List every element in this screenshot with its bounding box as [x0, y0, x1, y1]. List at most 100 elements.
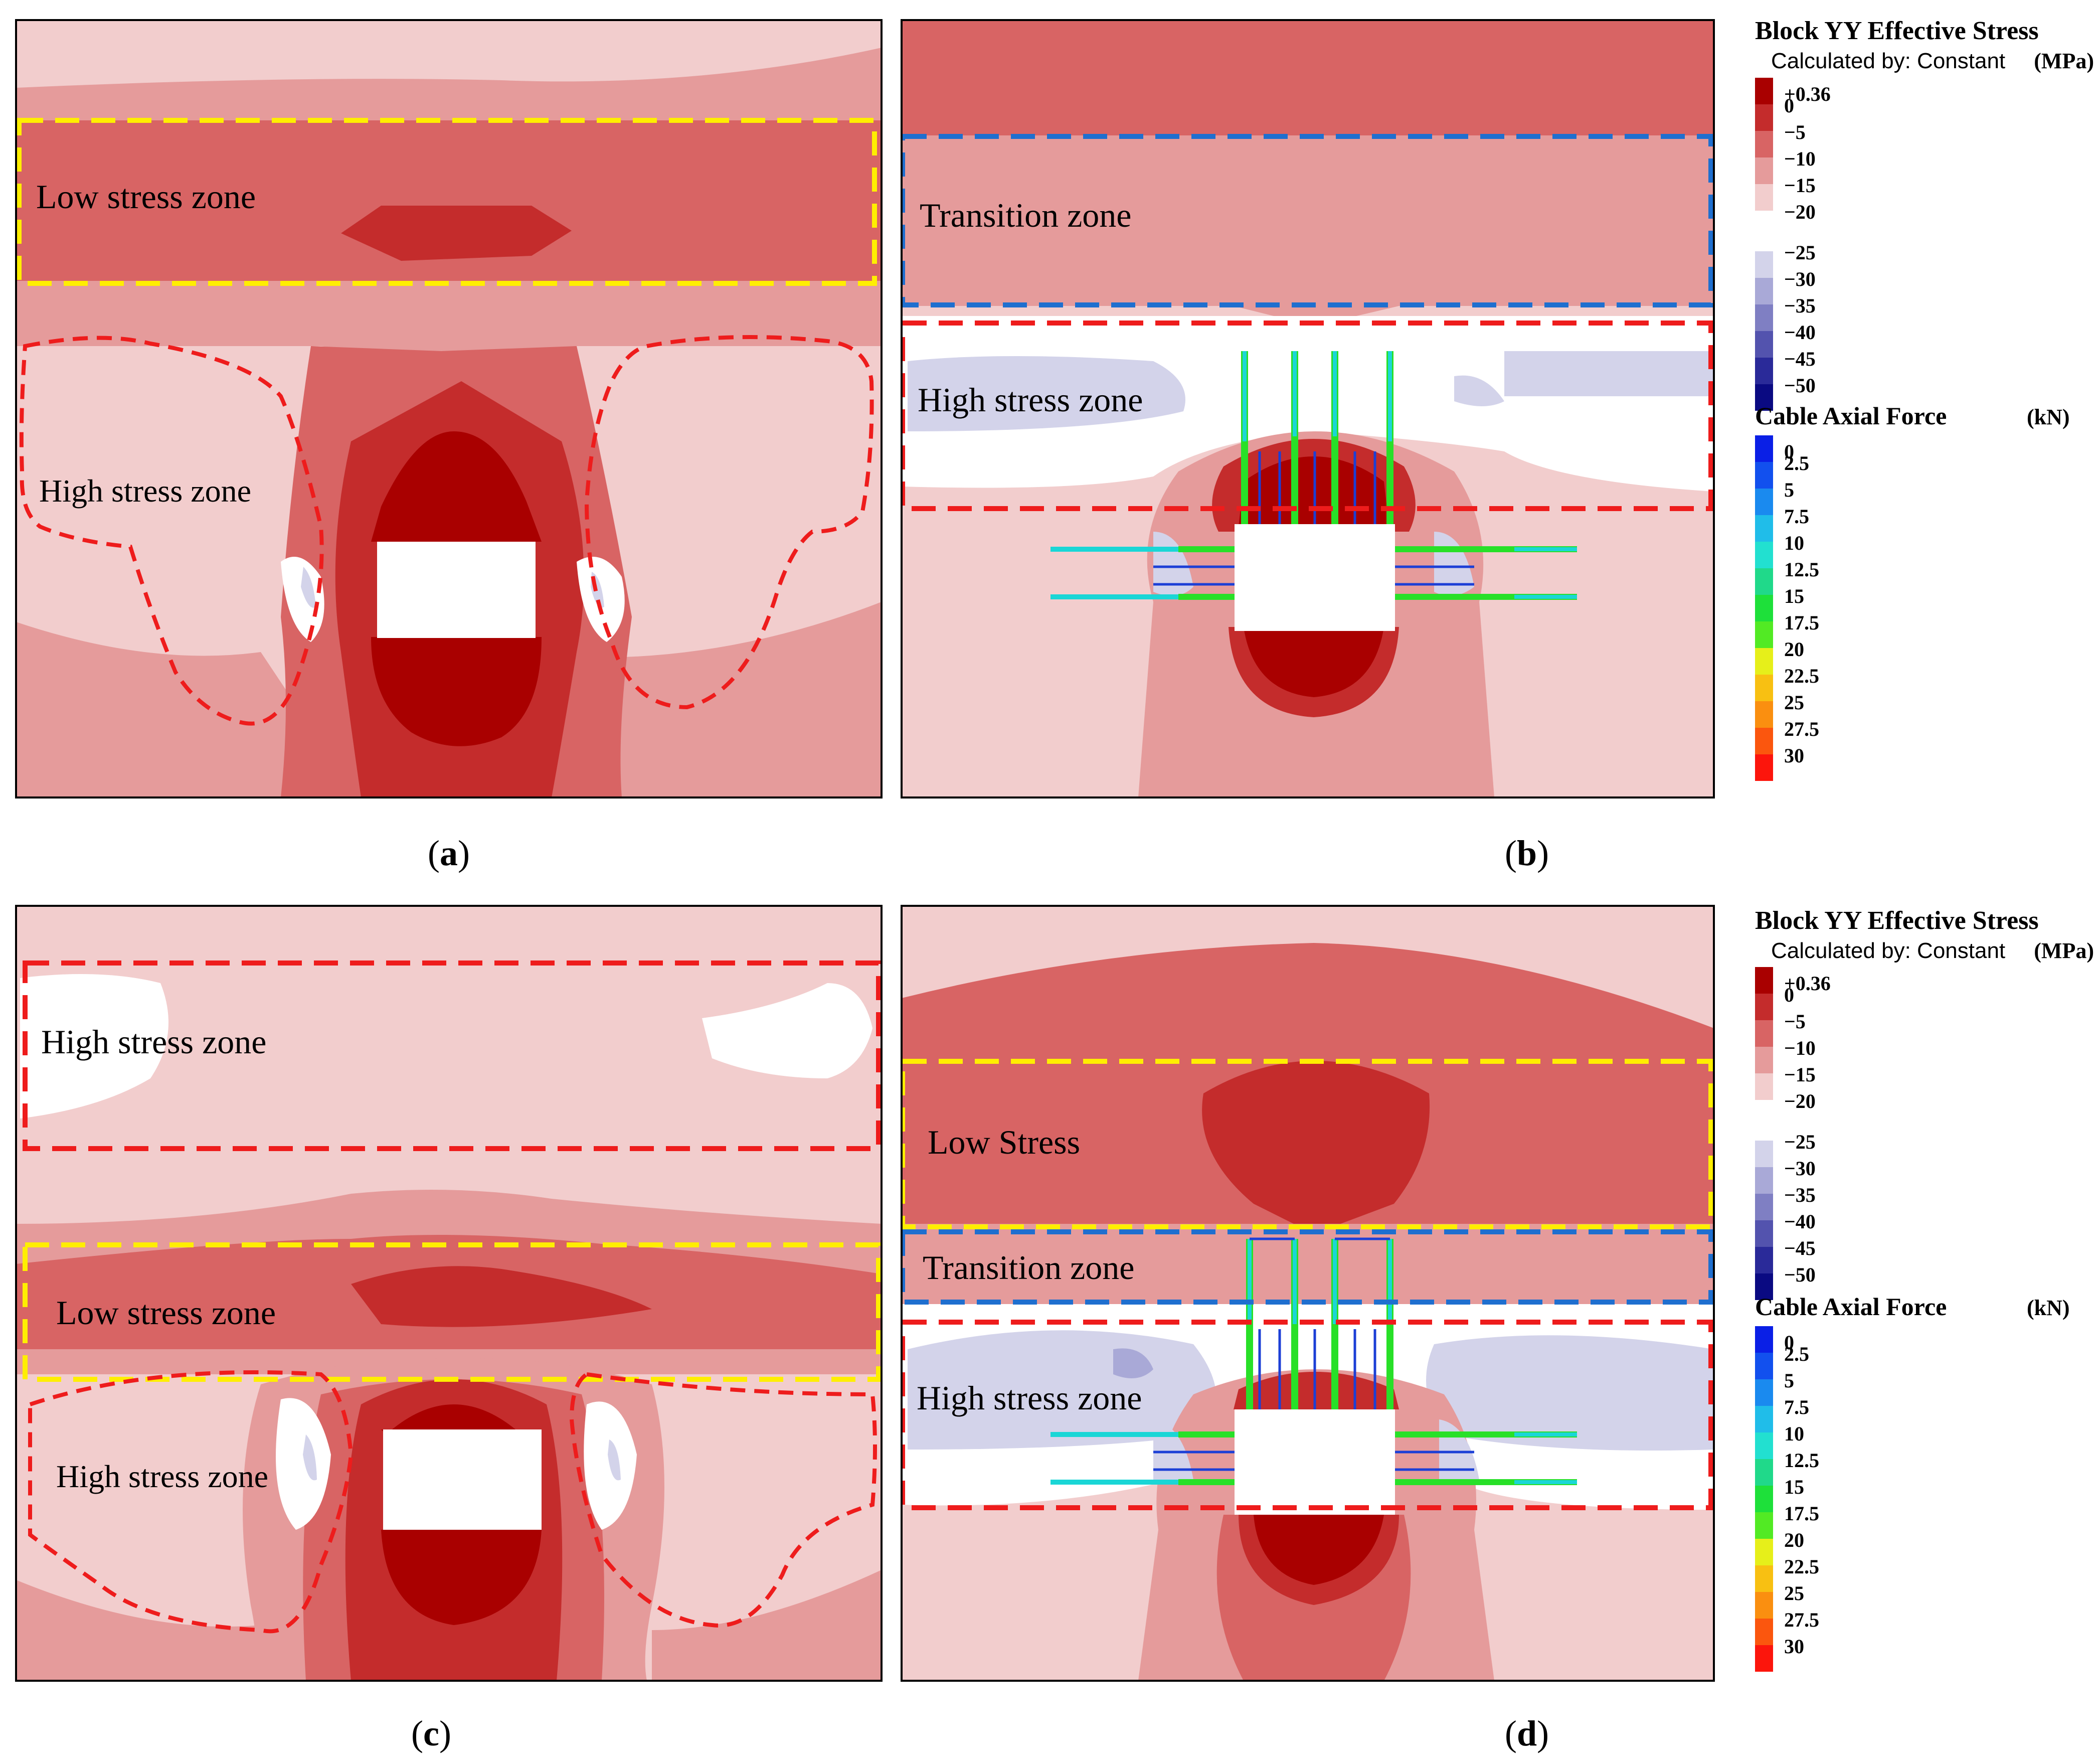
legend-swatch — [1755, 184, 1773, 211]
red-dashed-outline-left — [28, 1370, 354, 1634]
legend-stress-unit: (MPa) — [2034, 49, 2094, 73]
panel-c: High stress zone Low stress zone High st… — [16, 906, 882, 1681]
legend-tick-label: −20 — [1784, 1090, 1816, 1112]
red-dashed-outline-right — [569, 1372, 877, 1628]
legend-swatch — [1755, 1100, 1773, 1127]
legend-tick-label: −5 — [1784, 121, 1806, 143]
legend-tick-label: −50 — [1784, 1263, 1816, 1286]
legend-tick-label: 10 — [1784, 532, 1804, 554]
legend-tick-label: −40 — [1784, 321, 1816, 344]
legend-stress-title: Block YY Effective Stress — [1755, 17, 2039, 45]
stress-patch-blue-left — [908, 356, 1185, 431]
stress-patch-blue-right — [1454, 351, 1714, 406]
stress-band-m10-lower — [16, 602, 882, 712]
caption-d: (d) — [1505, 1713, 1549, 1753]
legend-tick-label: 30 — [1784, 744, 1804, 767]
legend-tick-label: 30 — [1784, 1635, 1804, 1658]
legend-swatch — [1755, 331, 1773, 358]
legend-swatch — [1755, 728, 1773, 754]
legend-tick-label: −45 — [1784, 1237, 1816, 1259]
legend-tick-label: 25 — [1784, 1582, 1804, 1605]
legend-stress-unit: (MPa) — [2034, 938, 2094, 963]
caption-c: (c) — [411, 1713, 451, 1753]
legend-tick-label: 0 — [1784, 984, 1794, 1006]
legend-swatch — [1755, 1379, 1773, 1406]
label-high-stress-zone-top: High stress zone — [41, 1023, 266, 1061]
panel-a-frame — [15, 19, 883, 798]
legend-swatch — [1755, 1047, 1773, 1073]
cable-bolts-ribs — [1051, 546, 1577, 600]
red-dashed-outline-left — [19, 336, 324, 726]
legend-tick-label: 2.5 — [1784, 1343, 1809, 1365]
legend-tick-label: 25 — [1784, 691, 1804, 714]
legend-tick-label: −20 — [1784, 201, 1816, 223]
legend-stress-title: Block YY Effective Stress — [1755, 906, 2039, 935]
legend-tick-label: 20 — [1784, 1529, 1804, 1551]
legend-top: Block YY Effective Stress Calculated by:… — [1755, 17, 2094, 781]
legend-swatch — [1755, 1020, 1773, 1047]
legend-cable-unit: (kN) — [2027, 1296, 2070, 1320]
legend-tick-label: −35 — [1784, 1184, 1816, 1206]
roadway-opening — [377, 542, 536, 638]
legend-tick-label: 2.5 — [1784, 452, 1809, 474]
stress-band-0 — [351, 1266, 652, 1327]
panel-d-frame — [901, 905, 1715, 1682]
legend-tick-label: +0.36 — [1784, 83, 1831, 105]
legend-swatch — [1755, 1273, 1773, 1300]
legend-cable-colorbar: 02.5 5 7.5 10 12.5 15 17.5 20 22.5 25 27.5 30 — [1755, 435, 1819, 781]
legend-swatch — [1755, 542, 1773, 568]
legend-swatch — [1755, 1565, 1773, 1592]
legend-tick-label: −15 — [1784, 1063, 1816, 1086]
legend-tick-label: −35 — [1784, 294, 1816, 317]
legend-swatch — [1755, 384, 1773, 411]
legend-swatch — [1755, 675, 1773, 701]
panel-c-frame — [15, 905, 883, 1682]
caption-a: (a) — [428, 833, 470, 873]
stress-core-pos — [371, 431, 542, 746]
legend-swatch — [1755, 1073, 1773, 1100]
legend-tick-label: −30 — [1784, 1157, 1816, 1180]
legend-tick-label: 5 — [1784, 1369, 1794, 1392]
stress-band-m10 — [902, 135, 1714, 326]
legend-tick-label: +0.36 — [1784, 972, 1831, 995]
legend-tick-label: −25 — [1784, 241, 1816, 264]
legend-swatch — [1755, 304, 1773, 331]
stress-core-pos — [381, 1404, 542, 1625]
legend-swatch — [1755, 1220, 1773, 1247]
stress-lobe-blue-right — [608, 1439, 621, 1481]
legend-swatch — [1755, 278, 1773, 304]
legend-tick-label: 27.5 — [1784, 1609, 1819, 1631]
stress-band-m10 — [902, 1224, 1714, 1304]
legend-cable-title: Cable Axial Force — [1755, 1293, 1947, 1321]
panel-b: Transition zone High stress zone — [902, 20, 1714, 797]
legend-swatch — [1755, 568, 1773, 595]
cable-bolts-ribs — [1051, 1431, 1577, 1485]
legend-tick-label: 17.5 — [1784, 1502, 1819, 1525]
legend-swatch — [1755, 1486, 1773, 1512]
legend-swatch — [1755, 489, 1773, 515]
label-low-stress-zone: Low stress zone — [36, 178, 256, 216]
legend-swatch — [1755, 358, 1773, 384]
legend-swatch — [1755, 967, 1773, 994]
label-high-stress-zone-bottom: High stress zone — [56, 1459, 268, 1494]
legend-swatch — [1755, 515, 1773, 542]
stress-band-m10-mid — [16, 281, 882, 361]
label-low-stress-zone: Low stress zone — [56, 1294, 276, 1332]
legend-swatch — [1755, 1512, 1773, 1539]
legend-cable-unit: (kN) — [2027, 405, 2070, 429]
legend-swatch — [1755, 648, 1773, 675]
stress-patch-white-left — [20, 974, 168, 1118]
legend-tick-label: 0 — [1784, 1331, 1794, 1354]
legend-swatch — [1755, 1194, 1773, 1220]
stress-patch-white-right — [702, 983, 872, 1078]
legend-tick-label: 22.5 — [1784, 1555, 1819, 1578]
legend-cable-colorbar: 02.5 5 7.5 10 12.5 15 17.5 20 22.5 25 27.5 30 — [1755, 1326, 1819, 1672]
legend-tick-label: −40 — [1784, 1210, 1816, 1233]
legend-swatch — [1755, 621, 1773, 648]
cable-bolts-roof — [1241, 351, 1393, 524]
stress-bulb-pos — [1239, 456, 1389, 697]
legend-swatch — [1755, 157, 1773, 184]
blue-dashed-box — [902, 134, 1713, 307]
legend-tick-label: 15 — [1784, 585, 1804, 607]
stress-island-0 — [341, 206, 572, 261]
